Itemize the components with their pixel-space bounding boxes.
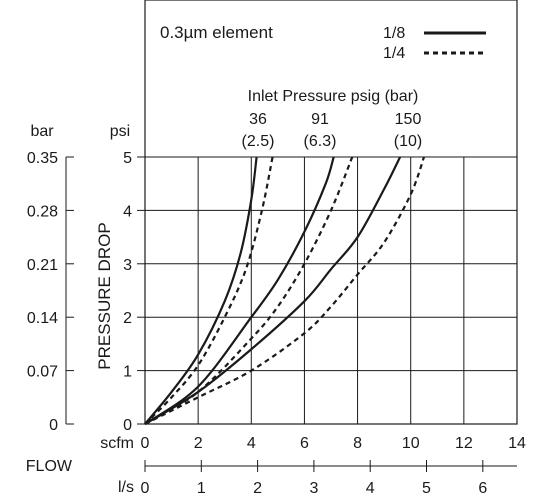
curve-quarter-91psig xyxy=(144,156,354,425)
chart-frame xyxy=(144,0,518,425)
x-unit-scfm: scfm xyxy=(100,435,134,452)
legend-label-dashed: 1/4 xyxy=(383,45,405,62)
bar-tick-label: 0.28 xyxy=(27,203,58,220)
y-unit-psi: psi xyxy=(110,123,130,140)
ls-tick-label: 5 xyxy=(422,480,431,497)
ls-ticks: 0 1 2 3 4 5 6 xyxy=(141,460,487,497)
scfm-tick-label: 0 xyxy=(141,435,150,452)
bar-tick-label: 0.21 xyxy=(27,257,58,274)
legend-title: 0.3µm element xyxy=(160,23,273,42)
inlet-pressure-bar: (6.3) xyxy=(304,133,337,150)
scfm-tick-label: 14 xyxy=(508,435,526,452)
ls-tick-label: 0 xyxy=(141,480,150,497)
inlet-pressure-psig: 150 xyxy=(395,111,422,128)
ls-tick-label: 3 xyxy=(309,480,318,497)
y-unit-bar: bar xyxy=(30,123,54,140)
x-unit-ls: l/s xyxy=(118,479,134,496)
psi-tick-label: 2 xyxy=(123,310,132,327)
bar-tick-label: 0.07 xyxy=(27,364,58,381)
legend: 0.3µm element 1/8 1/4 xyxy=(160,23,486,62)
inlet-pressure-labels: 36 (2.5) 91 (6.3) 150 (10) xyxy=(242,111,423,150)
psi-tick-label: 4 xyxy=(123,203,132,220)
scfm-tick-label: 12 xyxy=(455,435,473,452)
curve-quarter-36psig xyxy=(144,156,274,425)
legend-label-solid: 1/8 xyxy=(383,25,405,42)
curve-eighth-36psig xyxy=(144,156,258,425)
curves xyxy=(144,156,426,425)
bar-tick-label: 0.14 xyxy=(27,310,58,327)
ls-tick-label: 2 xyxy=(253,480,262,497)
y-axis-label: PRESSURE DROP xyxy=(95,222,114,369)
inlet-pressure-psig: 36 xyxy=(249,111,267,128)
psi-tick-label: 1 xyxy=(123,364,132,381)
scfm-tick-label: 4 xyxy=(247,435,256,452)
curve-quarter-150psig xyxy=(144,156,426,425)
psi-tick-label: 3 xyxy=(123,257,132,274)
scfm-tick-label: 6 xyxy=(300,435,309,452)
inlet-pressure-bar: (2.5) xyxy=(242,133,275,150)
psi-tick-label: 0 xyxy=(123,417,132,434)
scfm-tick-label: 8 xyxy=(353,435,362,452)
psi-ticks: 0 1 2 3 4 5 xyxy=(123,150,145,434)
bar-tick-label: 0 xyxy=(49,417,58,434)
scfm-tick-label: 2 xyxy=(194,435,203,452)
psi-tick-label: 5 xyxy=(123,150,132,167)
x-axis-label: FLOW xyxy=(26,458,73,475)
bar-ticks: 0 0.07 0.14 0.21 0.28 0.35 xyxy=(27,150,74,434)
curve-eighth-91psig xyxy=(144,156,335,425)
curve-eighth-150psig xyxy=(144,156,402,425)
inlet-pressure-psig: 91 xyxy=(311,111,329,128)
inlet-pressure-bar: (10) xyxy=(394,133,422,150)
bar-tick-label: 0.35 xyxy=(27,150,58,167)
scfm-ticks: 0 2 4 6 8 10 12 14 xyxy=(141,435,526,452)
scfm-tick-label: 10 xyxy=(402,435,420,452)
ls-tick-label: 1 xyxy=(197,480,206,497)
ls-tick-label: 4 xyxy=(366,480,375,497)
inlet-pressure-title: Inlet Pressure psig (bar) xyxy=(248,88,419,105)
ls-tick-label: 6 xyxy=(478,480,487,497)
